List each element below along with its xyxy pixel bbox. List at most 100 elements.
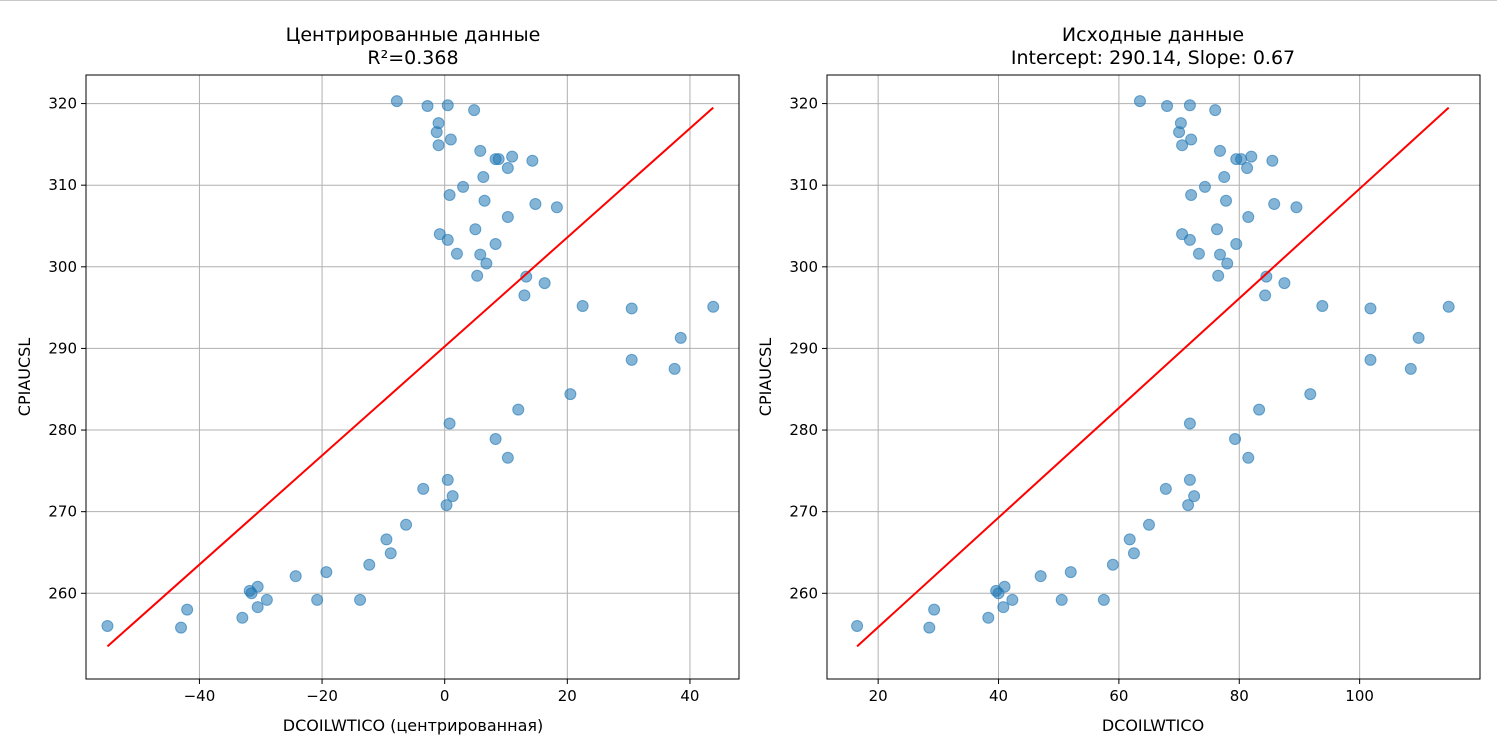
- x-axis-ticks: 20 40 60 80 100: [869, 679, 1374, 705]
- data-point: [489, 153, 502, 166]
- data-point: [1260, 270, 1273, 283]
- data-point: [432, 117, 445, 130]
- data-point: [1412, 331, 1425, 344]
- data-point: [550, 201, 563, 214]
- data-point: [1259, 289, 1272, 302]
- data-point: [1242, 451, 1255, 464]
- data-point: [450, 247, 463, 260]
- data-point: [506, 150, 519, 163]
- y-tick-label: 260: [789, 584, 818, 602]
- grid-lines: [827, 75, 1480, 679]
- data-point: [1209, 104, 1222, 117]
- data-point: [311, 593, 324, 606]
- y-tick-label: 320: [48, 95, 77, 113]
- data-point: [1127, 547, 1140, 560]
- data-point: [520, 270, 533, 283]
- data-point: [518, 289, 531, 302]
- data-point: [998, 580, 1011, 593]
- x-axis-label: DCOILWTICO (центрированная): [283, 716, 544, 735]
- data-point: [1097, 593, 1110, 606]
- data-point: [432, 139, 445, 152]
- data-point: [1176, 139, 1189, 152]
- data-point: [474, 248, 487, 261]
- data-point: [1183, 99, 1196, 112]
- data-point: [433, 228, 446, 241]
- data-point: [441, 233, 454, 246]
- y-tick-label: 270: [48, 503, 77, 521]
- x-tick-label: 40: [989, 687, 1008, 705]
- y-axis-ticks: 260 270 280 290 300 310 320: [48, 95, 86, 602]
- x-tick-label: 0: [440, 687, 450, 705]
- data-point: [440, 499, 453, 512]
- data-point: [1123, 533, 1136, 546]
- data-point: [380, 533, 393, 546]
- data-point: [501, 451, 514, 464]
- data-point: [1142, 518, 1155, 531]
- data-point: [1198, 180, 1211, 193]
- data-point: [1106, 558, 1119, 571]
- data-point: [538, 277, 551, 290]
- y-axis-label: CPIAUCSL: [15, 338, 34, 417]
- x-tick-label: −40: [184, 687, 216, 705]
- centered-data-panel: Центрированные данные R²=0.368 −40 −20 0 20…: [15, 24, 740, 735]
- data-point: [668, 362, 681, 375]
- y-tick-label: 280: [48, 421, 77, 439]
- y-tick-label: 290: [789, 339, 818, 357]
- y-tick-label: 320: [789, 95, 818, 113]
- data-point: [489, 237, 502, 250]
- regression-line: [856, 106, 1450, 648]
- data-point: [1253, 403, 1266, 416]
- data-point: [236, 611, 249, 624]
- data-point: [384, 547, 397, 560]
- scatter-points: [851, 95, 1455, 634]
- chart-subtitle: R²=0.368: [367, 47, 458, 69]
- plot-area: [826, 74, 1481, 680]
- data-point: [1185, 133, 1198, 146]
- data-point: [1230, 237, 1243, 250]
- data-point: [1210, 223, 1223, 236]
- data-point: [501, 211, 514, 224]
- data-point: [1221, 257, 1234, 270]
- data-point: [400, 518, 413, 531]
- data-point: [251, 601, 264, 614]
- data-point: [1034, 570, 1047, 583]
- data-point: [457, 180, 470, 193]
- data-point: [1182, 499, 1195, 512]
- data-point: [851, 619, 864, 632]
- data-point: [1268, 197, 1281, 210]
- y-tick-label: 310: [48, 176, 77, 194]
- data-point: [1364, 302, 1377, 315]
- data-point: [444, 133, 457, 146]
- data-point: [512, 403, 525, 416]
- x-tick-label: 20: [558, 687, 577, 705]
- data-point: [421, 100, 434, 113]
- data-point: [1006, 593, 1019, 606]
- data-point: [928, 603, 941, 616]
- x-tick-label: 40: [680, 687, 699, 705]
- data-point: [1218, 171, 1231, 184]
- data-point: [982, 611, 995, 624]
- data-point: [1214, 248, 1227, 261]
- data-point: [1266, 154, 1279, 167]
- data-point: [1188, 490, 1201, 503]
- original-data-panel: Исходные данные Intercept: 290.14, Slope…: [756, 24, 1481, 735]
- data-point: [1055, 593, 1068, 606]
- data-point: [181, 603, 194, 616]
- fit-line: [106, 106, 714, 648]
- y-tick-label: 310: [789, 176, 818, 194]
- data-point: [474, 144, 487, 157]
- data-point: [1442, 300, 1455, 313]
- data-point: [469, 223, 482, 236]
- data-point: [625, 302, 638, 315]
- regression-line: [106, 106, 714, 648]
- data-point: [1230, 153, 1243, 166]
- data-point: [1242, 211, 1255, 224]
- window-top-border: [0, 0, 1497, 1]
- data-point: [576, 299, 589, 312]
- y-tick-label: 300: [789, 258, 818, 276]
- data-point: [501, 162, 514, 175]
- data-point: [468, 104, 481, 117]
- data-point: [707, 300, 720, 313]
- data-point: [1159, 482, 1172, 495]
